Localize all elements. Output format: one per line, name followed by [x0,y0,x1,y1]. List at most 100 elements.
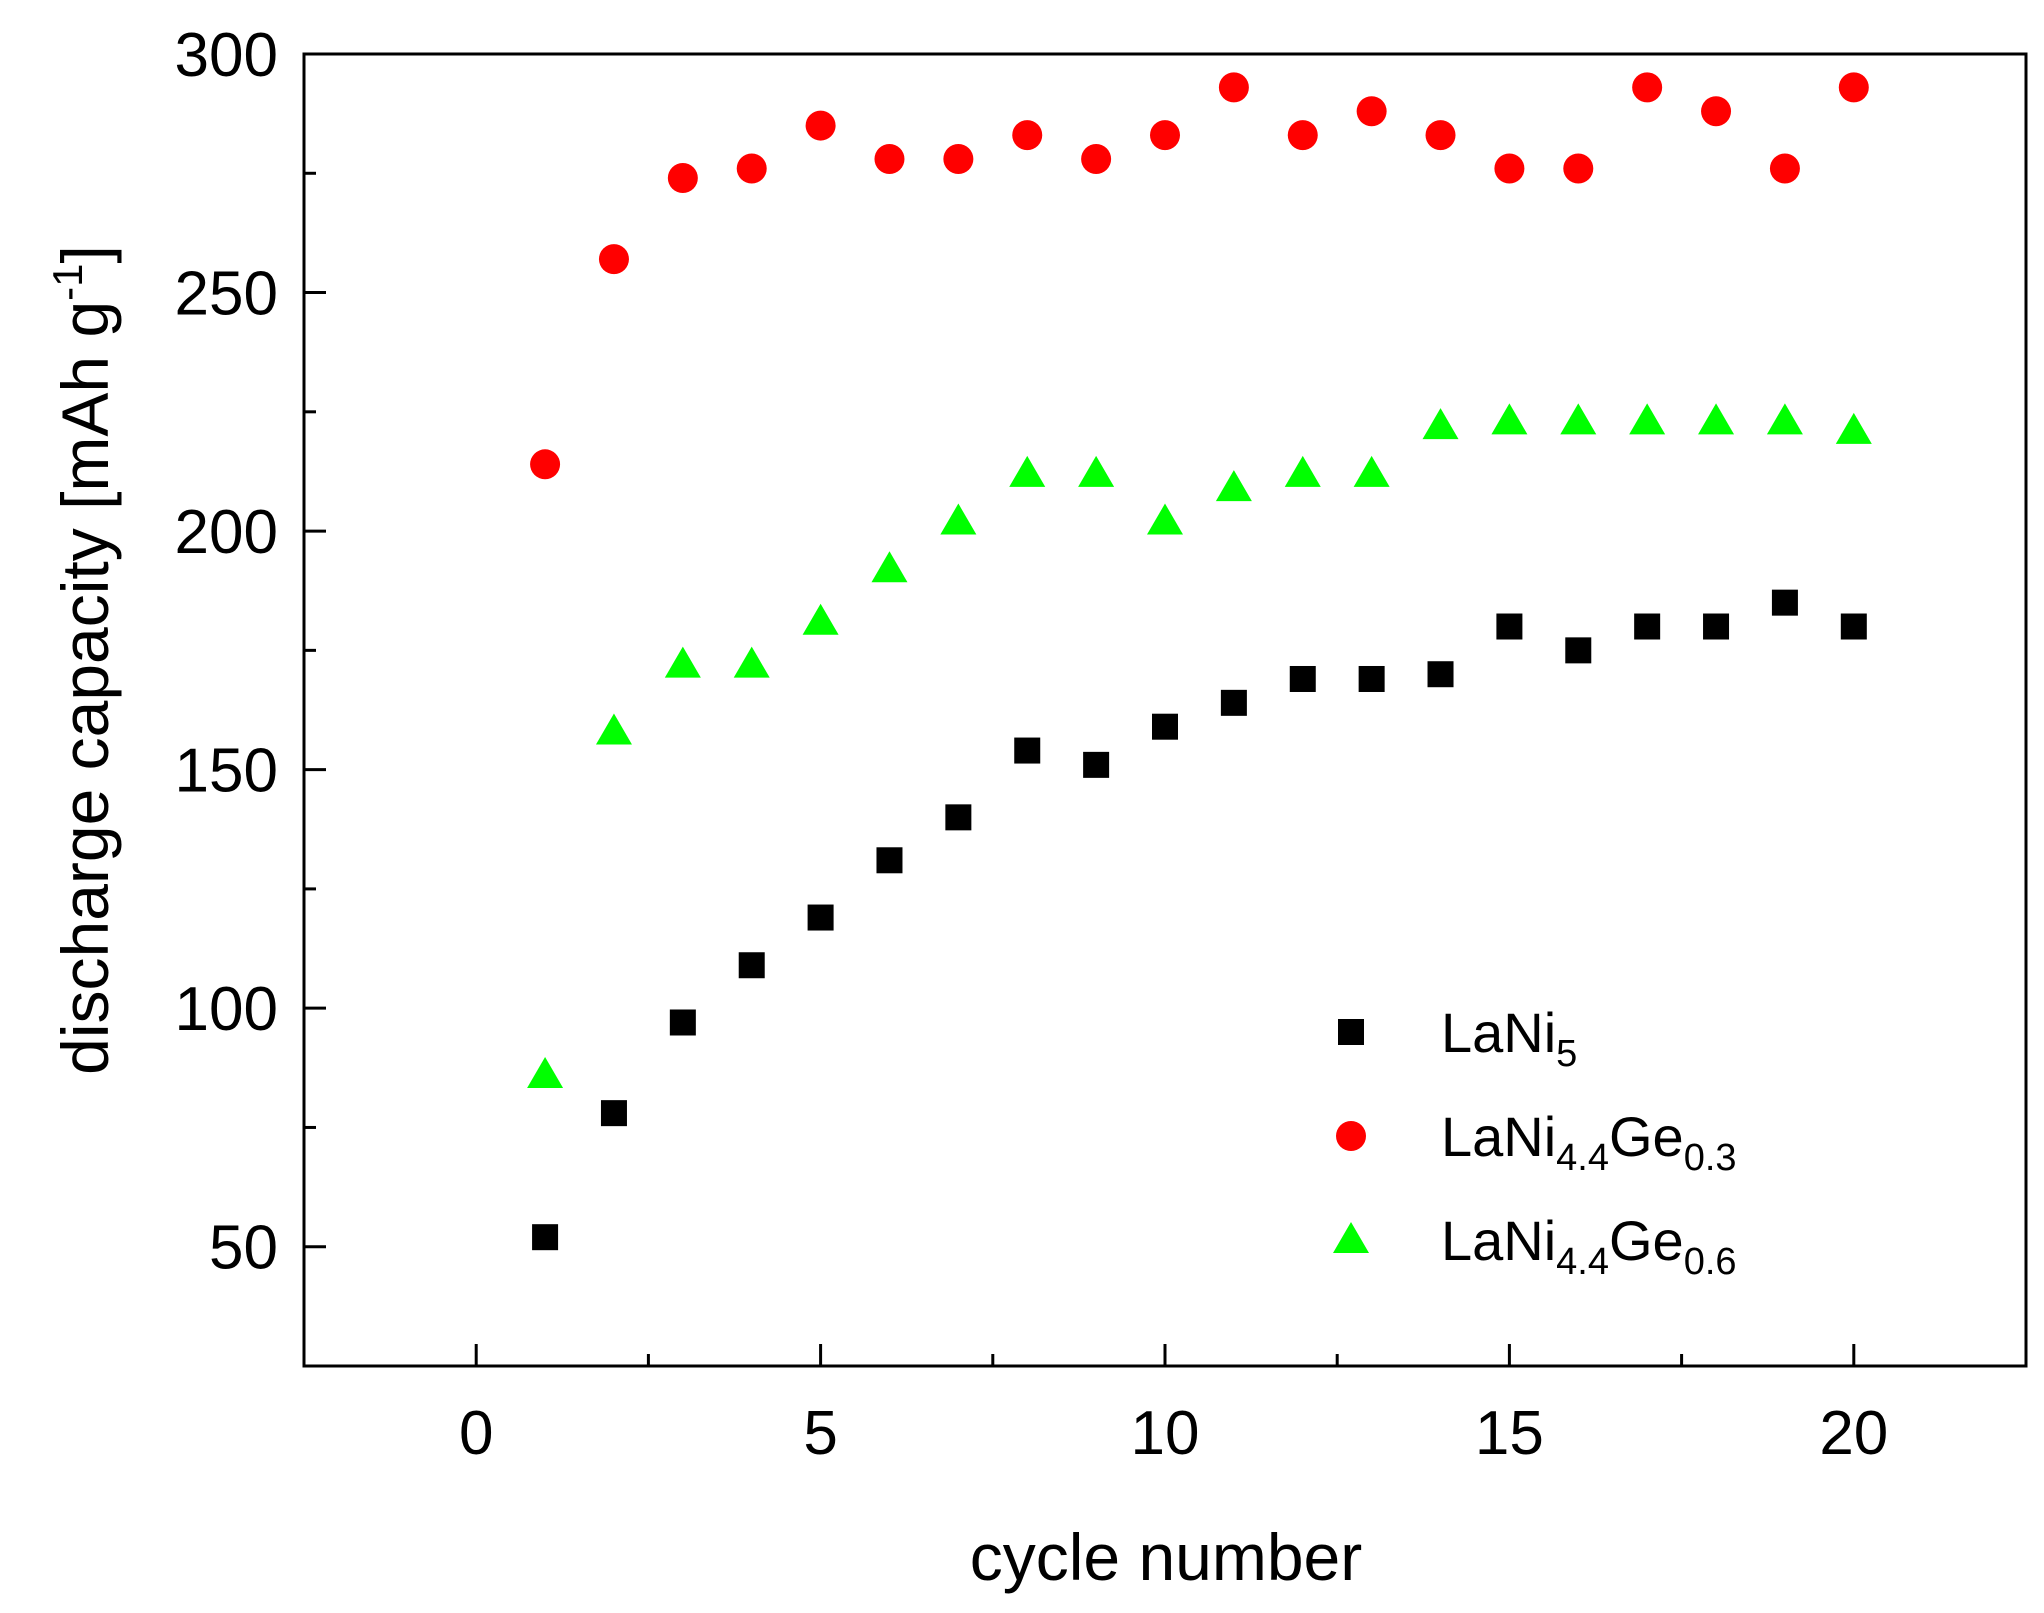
y-tick-label: 100 [175,975,278,1044]
data-point [1496,613,1523,640]
data-point [1356,96,1387,127]
y-tick-label: 50 [209,1214,278,1283]
data-point [736,153,767,184]
data-point [1287,120,1318,151]
data-point [1560,403,1597,435]
data-point [600,1100,627,1127]
data-point [805,110,836,141]
data-point [667,163,698,194]
data-point [1009,455,1046,487]
series-0 [532,589,1867,1251]
legend-subscript: 4.4 [1556,1241,1609,1283]
data-point [1147,503,1183,535]
legend-subscript: 0.6 [1684,1241,1737,1283]
data-point [945,804,972,831]
data-point [1215,470,1252,502]
data-point [1012,120,1043,151]
x-tick-label: 5 [803,1399,837,1468]
data-point [1698,403,1735,435]
legend-marker [1338,1019,1364,1045]
legend-marker [1333,1222,1369,1253]
data-point [1703,613,1730,640]
data-point [664,646,701,678]
data-point [1150,120,1180,151]
data-point [1078,455,1115,487]
legend-subscript: 4.4 [1556,1137,1609,1179]
legend-item: LaNi5 [1338,1001,1577,1075]
legend-text: Ge [1609,1105,1684,1168]
x-tick-label: 10 [1131,1399,1200,1468]
data-point [1491,403,1528,435]
data-point [876,847,903,874]
data-point [1563,153,1594,184]
legend-marker [1336,1121,1366,1151]
y-tick-label: 200 [175,498,278,567]
data-point [1840,613,1867,640]
data-point [1634,613,1661,640]
data-point [1427,661,1454,688]
data-point [669,1009,696,1036]
y-axis-title: discharge capacity [mAh g-1] [44,245,122,1075]
legend-item: LaNi4.4Ge0.6 [1333,1209,1737,1283]
y-tick-label: 300 [175,21,278,90]
data-point [530,449,561,480]
data-point [1565,637,1592,664]
legend-text: LaNi [1441,1105,1556,1168]
legend-label: LaNi4.4Ge0.6 [1441,1209,1737,1283]
legend-subscript: 5 [1556,1033,1577,1075]
x-tick-label: 15 [1475,1399,1544,1468]
data-point [532,1224,559,1251]
series-1 [530,72,1869,480]
data-point [1771,589,1798,616]
data-point [595,713,632,745]
data-point [1220,689,1247,716]
data-point [1766,403,1803,435]
x-tick-label: 20 [1819,1399,1888,1468]
data-point [1218,72,1249,103]
y-tick-label: 250 [175,260,278,329]
data-point [738,952,765,979]
legend-text: LaNi [1441,1001,1556,1064]
data-point [1632,72,1663,103]
data-point [1284,455,1321,487]
y-axis-title-bracket: ] [48,245,122,263]
data-point [1289,665,1316,692]
legend-label: LaNi5 [1441,1001,1577,1075]
legend-item: LaNi4.4Ge0.3 [1336,1105,1737,1179]
data-point [527,1056,564,1088]
data-point [1422,408,1459,440]
data-point [1769,153,1800,184]
y-axis-title-text: discharge capacity [mAh g [48,301,122,1075]
data-point [1835,412,1872,444]
data-point [943,143,974,174]
data-point [1083,751,1110,778]
data-point [1838,72,1869,103]
data-point [802,603,839,635]
data-point [1152,713,1178,740]
y-tick-label: 150 [175,737,278,806]
legend-text: LaNi [1441,1209,1556,1272]
data-point [1353,455,1390,487]
data-point [940,503,977,535]
data-point [1701,96,1732,127]
y-axis-title-superscript: -1 [44,263,91,300]
legend-label: LaNi4.4Ge0.3 [1441,1105,1737,1179]
data-point [871,551,908,583]
data-point [807,904,834,931]
legend-subscript: 0.3 [1684,1137,1737,1179]
x-tick-label: 0 [459,1399,493,1468]
data-point [733,646,770,678]
data-point [874,143,905,174]
x-axis-title: cycle number [970,1520,1363,1594]
data-point [598,244,629,275]
data-point [1425,120,1456,151]
series-2 [527,403,1872,1088]
data-points [527,72,1872,1251]
data-point [1629,403,1666,435]
axis-ticks: 0 5 10 15 20 50 100 150 200 250 300 [175,21,1889,1468]
legend-text: Ge [1609,1209,1684,1272]
data-point [1494,153,1525,184]
